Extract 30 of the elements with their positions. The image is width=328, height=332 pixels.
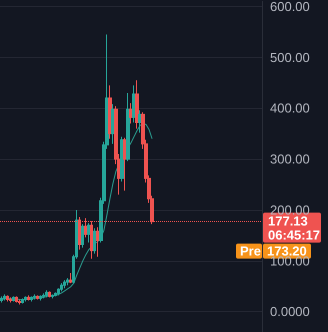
candlestick xyxy=(15,296,18,303)
candlestick xyxy=(45,290,48,298)
y-tick-label: 300.00 xyxy=(270,152,310,167)
candlestick xyxy=(51,294,54,299)
candlestick xyxy=(24,296,27,302)
candlestick xyxy=(9,296,12,303)
candlestick xyxy=(48,290,51,298)
candlestick xyxy=(27,294,30,301)
y-tick-label: 500.00 xyxy=(270,50,310,65)
candlestick xyxy=(123,137,127,192)
y-tick-label: 400.00 xyxy=(270,100,310,116)
candlestick xyxy=(96,226,100,258)
candlestick xyxy=(63,280,66,289)
candlestick xyxy=(60,282,63,292)
candlestick xyxy=(135,80,139,130)
ref-line-label: 177.13 xyxy=(268,214,308,229)
candlestick xyxy=(6,294,9,302)
y-tick-label: 0.0000 xyxy=(270,304,310,320)
candlestick xyxy=(36,294,39,300)
candlestick xyxy=(81,224,84,248)
candlestick xyxy=(54,292,57,297)
candlestick xyxy=(93,228,96,254)
candlestick xyxy=(69,272,72,284)
y-tick-label: 600.00 xyxy=(270,0,310,14)
candlestick xyxy=(129,102,133,124)
candlestick xyxy=(18,298,21,306)
annotation: Pre xyxy=(240,244,261,259)
candlestick xyxy=(87,222,90,243)
text: 06:45:17 xyxy=(268,228,320,243)
candlestick xyxy=(66,278,69,286)
